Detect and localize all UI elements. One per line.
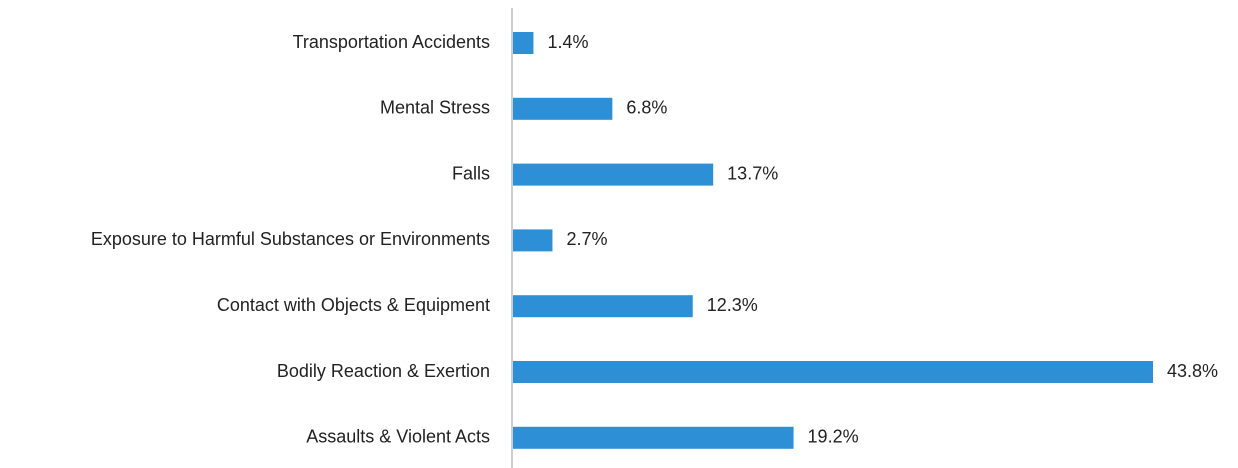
category-label: Contact with Objects & Equipment [217, 295, 490, 315]
value-label: 2.7% [566, 229, 607, 249]
category-label: Mental Stress [380, 98, 490, 118]
category-label: Assaults & Violent Acts [306, 427, 490, 447]
bar [513, 426, 794, 449]
category-label: Bodily Reaction & Exertion [277, 361, 490, 381]
value-label: 1.4% [547, 32, 588, 52]
value-label: 43.8% [1167, 361, 1218, 381]
bar [513, 361, 1153, 383]
category-label: Exposure to Harmful Substances or Enviro… [91, 229, 490, 249]
value-label: 12.3% [707, 295, 758, 315]
category-label: Transportation Accidents [293, 32, 490, 52]
value-label: 19.2% [808, 427, 859, 447]
bar [513, 229, 553, 252]
category-label: Falls [452, 163, 490, 183]
value-label: 6.8% [626, 98, 667, 118]
bar [513, 32, 534, 54]
value-label: 13.7% [727, 163, 778, 183]
bar [513, 295, 693, 318]
bar [513, 163, 714, 186]
bar [513, 97, 613, 120]
